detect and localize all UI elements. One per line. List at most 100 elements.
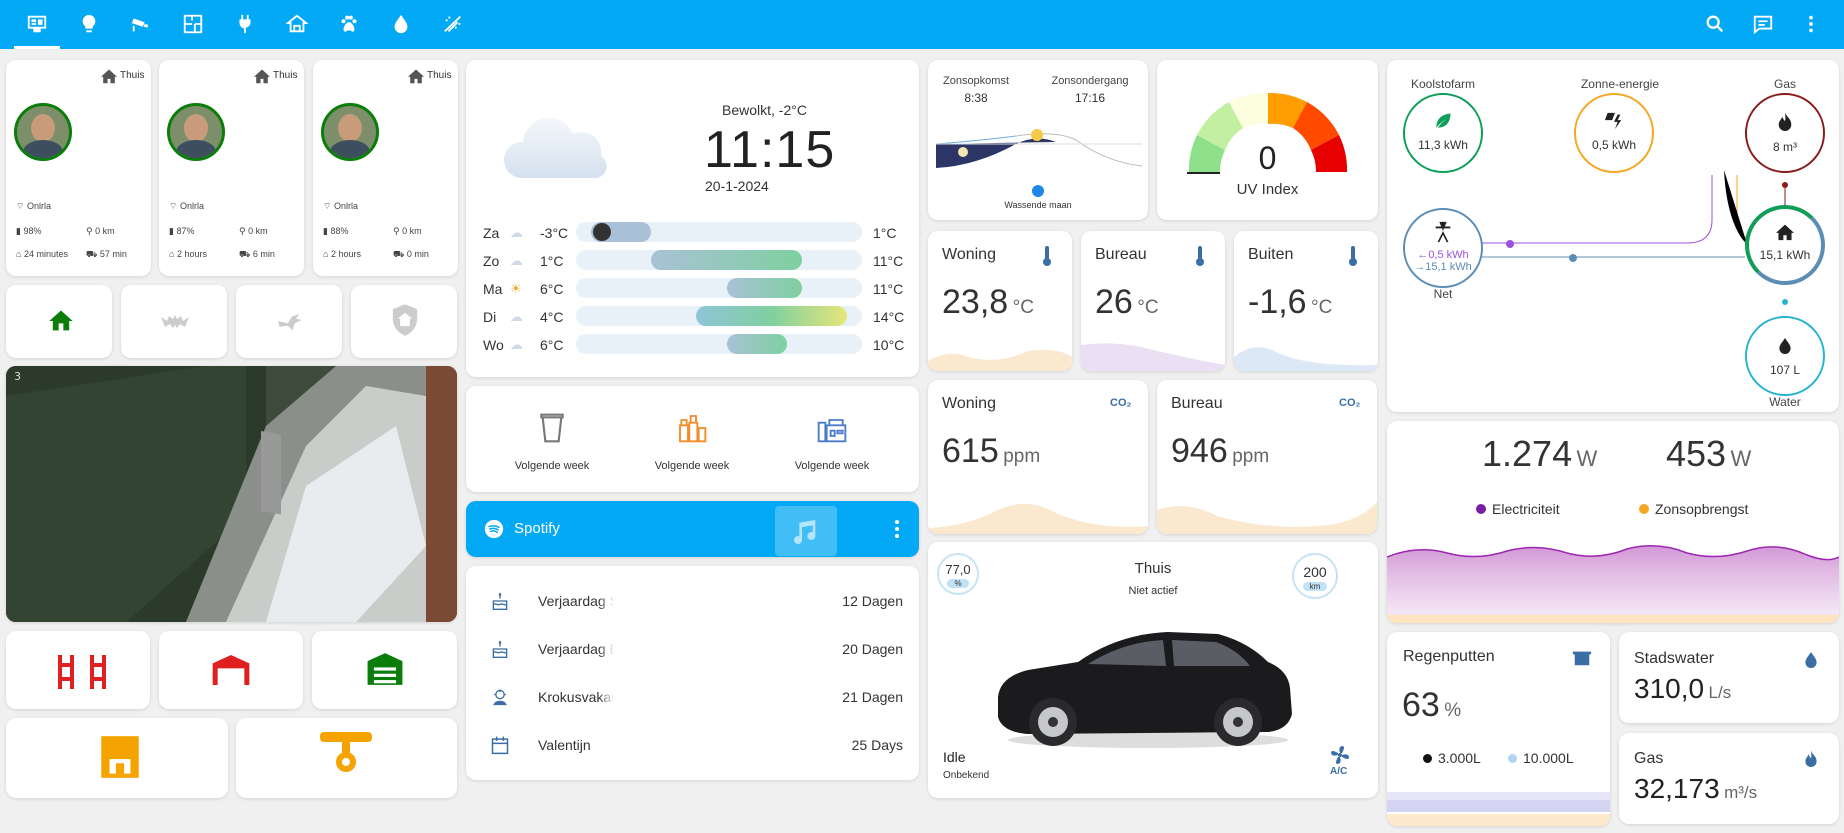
sprinkler-icon[interactable] xyxy=(438,9,468,39)
koolstof-label: Koolstofarm xyxy=(1410,77,1476,91)
gas-value: 8 m³ xyxy=(1773,140,1797,154)
moon-icon xyxy=(1032,185,1044,197)
avatar xyxy=(321,103,379,161)
city-water-card[interactable]: Stadswater 310,0 L/s xyxy=(1619,632,1839,723)
more-vert-icon[interactable] xyxy=(885,517,909,541)
temperature-room: Buiten xyxy=(1248,246,1294,263)
lightbulb-icon[interactable] xyxy=(74,9,104,39)
cctv-icon[interactable] xyxy=(126,9,156,39)
garage-door-button[interactable] xyxy=(159,631,303,709)
person-card[interactable]: Thuis ⌔ Onlrla ▮ 98% ⚲ 0 km ⌂ 24 minutes… xyxy=(6,60,151,276)
awning-button[interactable] xyxy=(6,718,228,798)
home-node[interactable]: 15,1 kWh xyxy=(1745,205,1825,285)
co2-card[interactable]: Bureau CO₂ 946 ppm xyxy=(1157,380,1377,534)
water-node[interactable]: 107 L xyxy=(1745,316,1825,396)
co2-icon: CO₂ xyxy=(1110,397,1132,409)
waste-label: Volgende week xyxy=(514,460,590,472)
low-carbon-node[interactable]: 11,3 kWh xyxy=(1403,93,1483,173)
plug-icon[interactable] xyxy=(230,9,260,39)
event-countdown: 20 Dagen xyxy=(842,641,903,657)
solar-node[interactable]: 0,5 kWh xyxy=(1574,93,1654,173)
weather-date: 20-1-2024 xyxy=(705,178,769,194)
forecast-day: Za xyxy=(483,225,500,241)
monitor-icon[interactable] xyxy=(22,9,52,39)
night-mode-button[interactable] xyxy=(121,285,227,358)
home-clock-icon: ⌂ xyxy=(16,249,22,259)
car-duration: ⛟ 0 min xyxy=(393,249,429,261)
camera-feed[interactable]: 3 xyxy=(6,366,457,622)
rain-legend-1-dot xyxy=(1423,754,1432,763)
co2-card[interactable]: Woning CO₂ 615 ppm xyxy=(928,380,1148,534)
menu-dots-icon[interactable] xyxy=(1796,9,1826,39)
distance-icon: ⚲ xyxy=(393,226,400,236)
event-name: Verjaardag S xyxy=(538,593,614,609)
car-duration-value: 57 min xyxy=(99,249,127,259)
person-card[interactable]: Thuis ⌔ Onlrla ▮ 88% ⚲ 0 km ⌂ 2 hours ⛟ … xyxy=(313,60,458,276)
co2-icon: CO₂ xyxy=(1339,397,1361,409)
gate-button[interactable] xyxy=(6,631,150,709)
temperature-card[interactable]: Woning 23,8 °C xyxy=(928,231,1072,371)
paw-icon[interactable] xyxy=(334,9,364,39)
car-card[interactable]: 77,0 % Thuis Niet actief 200 km Idle Onb… xyxy=(928,542,1378,798)
shed-door-button[interactable] xyxy=(312,631,457,709)
home-mode-button[interactable] xyxy=(6,285,112,358)
away-mode-button[interactable] xyxy=(236,285,342,358)
elec-unit: W xyxy=(1576,446,1598,471)
camera-image: 3 xyxy=(6,366,457,622)
temperature-reading: 23,8 °C xyxy=(942,283,1034,322)
gas-node[interactable]: 8 m³ xyxy=(1745,93,1825,173)
distance: ⚲ 0 km xyxy=(86,226,115,237)
cloud-icon: ☁ xyxy=(510,309,523,324)
home-icon xyxy=(101,69,117,84)
weather-card[interactable]: Bewolkt, -2°C 11:15 20-1-2024 Za ☁ -3°C … xyxy=(466,60,919,377)
temperature-card[interactable]: Bureau 26 °C xyxy=(1081,231,1225,371)
forecast-bar xyxy=(651,250,802,270)
power-sparkline xyxy=(1387,545,1839,623)
rain-legend-1-label: 3.000L xyxy=(1438,750,1481,766)
grid-node[interactable]: ←0,5 kWh →15,1 kWh xyxy=(1403,208,1483,288)
electricity-power: 1.274 W xyxy=(1482,433,1597,475)
awning-icon xyxy=(101,736,139,778)
thermometer-icon xyxy=(1349,246,1357,266)
sun-path-chart xyxy=(936,129,1142,168)
weather-condition: Bewolkt, -2°C xyxy=(722,102,807,118)
distance-value: 0 km xyxy=(95,226,115,236)
sun-icon: ☀ xyxy=(510,281,522,296)
forecast-high: 1°C xyxy=(873,225,897,241)
temperature-unit: °C xyxy=(1137,297,1159,318)
solar-legend-label: Zonsopbrengst xyxy=(1655,501,1749,517)
wifi-label: Onlrla xyxy=(333,201,358,211)
water-drop-icon[interactable] xyxy=(386,9,416,39)
water-flow: 310,0 L/s xyxy=(1634,673,1731,705)
distance: ⚲ 0 km xyxy=(239,226,268,237)
wifi-status: ⌔ Onlrla xyxy=(16,201,51,212)
ceiling-light-icon xyxy=(320,732,372,772)
solar-legend-dot xyxy=(1639,504,1649,514)
chat-icon[interactable] xyxy=(1748,9,1778,39)
car-range-gauge: 200 km xyxy=(1292,553,1338,599)
search-icon[interactable] xyxy=(1700,9,1730,39)
co2-room: Woning xyxy=(942,395,996,412)
temperature-card[interactable]: Buiten -1,6 °C xyxy=(1234,231,1378,371)
ceiling-fan-button[interactable] xyxy=(236,718,457,798)
home-clock-icon: ⌂ xyxy=(169,249,175,259)
waste-label: Volgende week xyxy=(654,460,730,472)
media-art xyxy=(775,506,837,556)
person-card[interactable]: Thuis ⌔ Onlrla ▮ 87% ⚲ 0 km ⌂ 2 hours ⛟ … xyxy=(159,60,304,276)
forecast-high: 10°C xyxy=(873,337,905,353)
house-icon[interactable] xyxy=(282,9,312,39)
wifi-status: ⌔ Onlrla xyxy=(323,201,358,212)
car-battery-gauge: 77,0 % xyxy=(937,553,979,595)
rain-tank-card[interactable]: Regenputten 63 % 3.000L 10.000L xyxy=(1387,632,1610,826)
spotify-player[interactable]: Spotify xyxy=(466,501,919,557)
alarm-button[interactable] xyxy=(351,285,457,358)
gas-flow-card[interactable]: Gas 32,173 m³/s xyxy=(1619,733,1839,824)
trash-can-icon xyxy=(540,413,564,443)
forecast-day: Di xyxy=(483,309,497,325)
sunrise-label: Zonsopkomst xyxy=(942,75,1010,87)
forecast-high: 14°C xyxy=(873,309,905,325)
floorplan-icon[interactable] xyxy=(178,9,208,39)
fan-icon[interactable] xyxy=(1328,745,1352,765)
rain-title: Regenputten xyxy=(1403,648,1495,665)
sunset-time: 17:16 xyxy=(1074,91,1106,105)
